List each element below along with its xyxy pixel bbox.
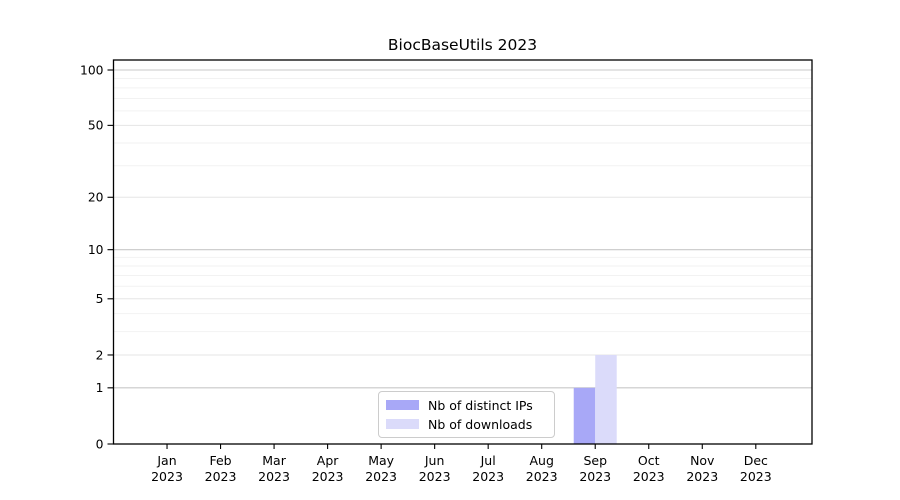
x-tick-label-month: Nov — [690, 453, 715, 468]
bar-sep-downloads — [595, 354, 617, 444]
x-tick-label-year: 2023 — [205, 469, 237, 484]
x-tick-label-year: 2023 — [472, 469, 504, 484]
x-tick-label-month: Oct — [638, 453, 660, 468]
x-tick-label-year: 2023 — [419, 469, 451, 484]
x-tick-label-year: 2023 — [686, 469, 718, 484]
legend-swatch-distinct-ips-icon — [386, 400, 419, 410]
x-tick-label-month: Apr — [317, 453, 339, 468]
x-tick-label-month: Jan — [156, 453, 176, 468]
plot-border — [112, 59, 813, 445]
x-tick-label-year: 2023 — [151, 469, 183, 484]
y-tick-label: 1 — [96, 381, 104, 395]
x-tick-label-month: Jun — [424, 453, 445, 468]
x-tick-label-year: 2023 — [365, 469, 397, 484]
x-tick-label-year: 2023 — [740, 469, 772, 484]
x-tick-label-month: Sep — [583, 453, 607, 468]
y-tick-label: 20 — [88, 191, 104, 205]
legend-item-downloads: Nb of downloads — [386, 416, 554, 433]
y-tick-label: 100 — [80, 63, 103, 77]
bar-sep-distinct-ips — [573, 387, 596, 444]
legend-item-distinct-ips: Nb of distinct IPs — [386, 397, 554, 414]
legend-label-downloads: Nb of downloads — [428, 416, 533, 432]
x-tick-label-year: 2023 — [258, 469, 290, 484]
legend: Nb of distinct IPs Nb of downloads — [378, 391, 555, 438]
x-tick-label-year: 2023 — [526, 469, 558, 484]
x-tick-label-year: 2023 — [312, 469, 344, 484]
y-tick-label: 2 — [96, 348, 104, 362]
y-tick-label: 0 — [96, 437, 104, 451]
chart-title: BiocBaseUtils 2023 — [387, 36, 538, 54]
x-tick-label-month: Jul — [480, 453, 496, 468]
legend-swatch-downloads-icon — [386, 419, 419, 429]
y-tick-label: 10 — [88, 243, 104, 257]
x-tick-label-month: Dec — [744, 453, 768, 468]
x-tick-label-month: Aug — [529, 453, 553, 468]
y-tick-label: 50 — [88, 119, 104, 133]
x-tick-label-year: 2023 — [579, 469, 611, 484]
x-tick-label-month: Feb — [209, 453, 231, 468]
x-tick-label-year: 2023 — [633, 469, 665, 484]
y-tick-label: 5 — [96, 292, 104, 306]
legend-label-distinct-ips: Nb of distinct IPs — [428, 397, 533, 413]
x-tick-label-month: Mar — [262, 453, 286, 468]
x-tick-label-month: May — [368, 453, 394, 468]
